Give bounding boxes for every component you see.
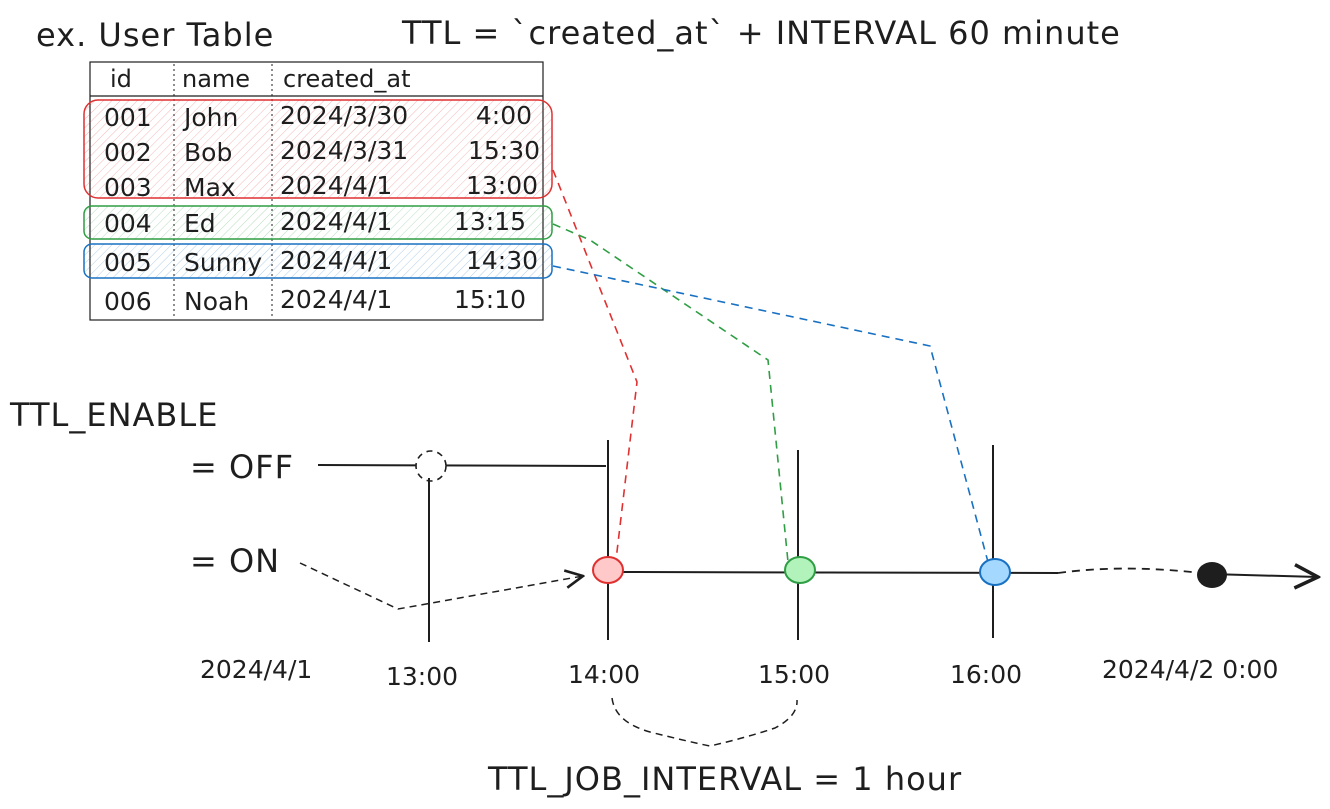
ttl-job-point-red xyxy=(592,556,624,584)
ttl-job-point-green xyxy=(784,556,816,584)
user-table: id name created_at 001 John 2024/3/30 4:… xyxy=(83,61,553,321)
table-row: 004 Ed 2024/4/1 13:15 xyxy=(104,207,526,238)
expired-group-box-green xyxy=(83,205,553,240)
table-row: 005 Sunny 2024/4/1 14:30 xyxy=(104,246,538,277)
connector-red xyxy=(552,169,638,561)
cell-time: 13:00 xyxy=(466,171,538,200)
cell-time: 13:15 xyxy=(454,207,526,236)
expired-group-box-red xyxy=(83,99,553,199)
cell-date: 2024/4/1 xyxy=(280,285,392,314)
ttl-formula: TTL = `created_at` + INTERVAL 60 minute xyxy=(401,14,1121,52)
cell-id: 004 xyxy=(104,209,152,238)
table-row: 001 John 2024/3/30 4:00 xyxy=(104,101,532,132)
timeline-start-label: 2024/4/1 xyxy=(200,655,312,684)
cell-name: Ed xyxy=(184,209,216,238)
tick-label: 16:00 xyxy=(950,660,1022,689)
table-row: 006 Noah 2024/4/1 15:10 xyxy=(104,285,526,316)
cell-id: 006 xyxy=(104,287,152,316)
cell-date: 2024/3/30 xyxy=(280,101,408,130)
timeline-arrow xyxy=(1209,574,1318,577)
end-point xyxy=(1197,562,1227,588)
cell-date: 2024/4/1 xyxy=(280,207,392,236)
tick-label: 14:00 xyxy=(568,660,640,689)
cell-time: 14:30 xyxy=(466,246,538,275)
tick-label: 13:00 xyxy=(386,662,458,691)
column-header-name: name xyxy=(182,65,250,93)
cell-name: Max xyxy=(184,173,236,202)
tick-label: 15:00 xyxy=(758,660,830,689)
ttl-job-point-blue xyxy=(979,558,1011,586)
cell-time: 15:30 xyxy=(468,136,540,165)
table-title: ex. User Table xyxy=(36,16,274,54)
on-timeline-dashed xyxy=(1057,567,1211,575)
cell-date: 2024/3/31 xyxy=(280,136,408,165)
table-row: 003 Max 2024/4/1 13:00 xyxy=(104,171,538,202)
cell-date: 2024/4/1 xyxy=(280,246,392,275)
table-row: 002 Bob 2024/3/31 15:30 xyxy=(104,136,540,167)
cell-date: 2024/4/1 xyxy=(280,171,392,200)
cell-name: Noah xyxy=(184,287,249,316)
column-header-id: id xyxy=(110,65,132,93)
cell-id: 001 xyxy=(104,103,152,132)
interval-bracket xyxy=(611,697,798,747)
cell-name: Bob xyxy=(184,138,232,167)
cell-time: 4:00 xyxy=(476,101,532,130)
cell-id: 005 xyxy=(104,248,152,277)
cell-name: Sunny xyxy=(184,248,262,277)
cell-id: 003 xyxy=(104,173,152,202)
expired-group-box-blue xyxy=(83,243,553,279)
cell-name: John xyxy=(182,103,238,132)
off-switch-point xyxy=(415,450,447,482)
connector-blue xyxy=(552,265,989,563)
ttl-enable-label: TTL_ENABLE xyxy=(9,396,218,434)
connector-green xyxy=(552,223,789,563)
cell-time: 15:10 xyxy=(454,285,526,314)
timeline-end-label: 2024/4/2 0:00 xyxy=(1102,655,1278,684)
interval-label: TTL_JOB_INTERVAL = 1 hour xyxy=(487,760,962,798)
ttl-enable-off-label: = OFF xyxy=(190,448,294,486)
on-switch-arrow xyxy=(299,562,583,610)
column-header-created-at: created_at xyxy=(283,65,411,93)
ttl-enable-on-label: = ON xyxy=(190,542,280,580)
off-line xyxy=(317,464,607,467)
cell-id: 002 xyxy=(104,138,152,167)
